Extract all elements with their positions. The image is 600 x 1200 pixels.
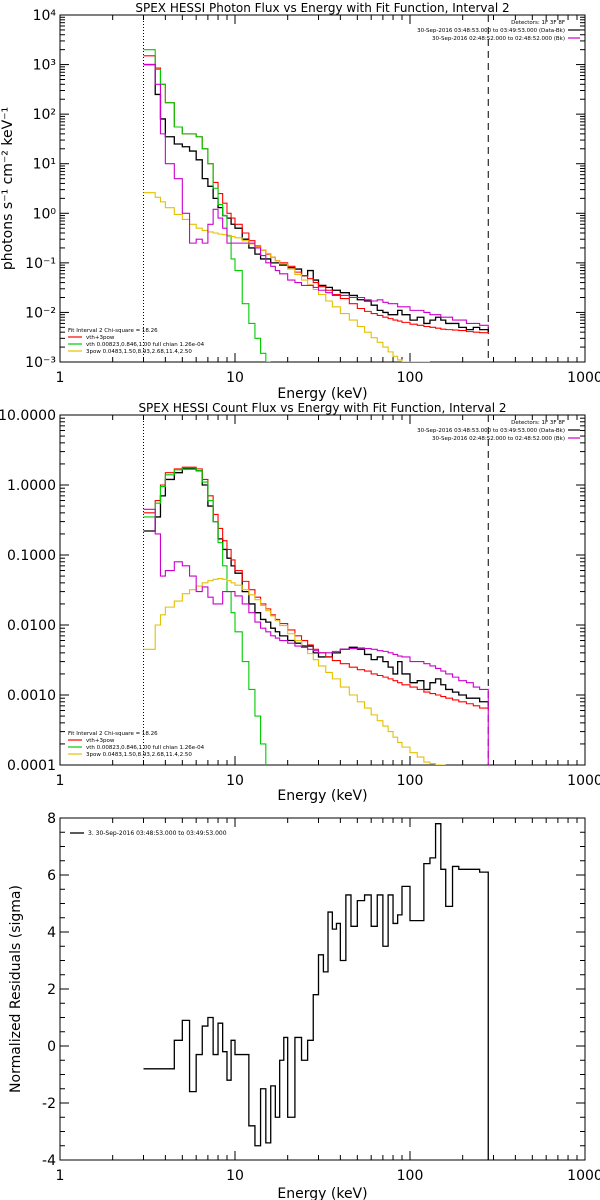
- x-tick-label: 1000: [567, 1168, 600, 1184]
- x-axis-label: Energy (keV): [277, 386, 367, 402]
- fit-legend-text: Fit Interval 2 Chi-square = 18.26: [68, 328, 158, 334]
- fit-legend-text: vth 0.00823,0.846,1.00 full chian 1.26e-…: [86, 342, 205, 348]
- info-text-line: Detectors: 1F 3F 8F: [511, 20, 565, 26]
- x-axis-label: Energy (keV): [277, 788, 367, 804]
- chart-title: SPEX HESSI Count Flux vs Energy with Fit…: [138, 401, 506, 415]
- y-tick-label: 10⁴: [33, 8, 57, 24]
- info-text-line: 30-Sep-2016 02:48:52.000 to 02:48:52.000…: [432, 36, 565, 42]
- series-line-3: [143, 467, 267, 765]
- legend-text: 3. 30-Sep-2016 03:48:53.000 to 03:49:53.…: [88, 830, 227, 837]
- chart-panel-1: 1 10 100 1000 10⁻³ 10⁻² 10⁻¹ 10⁰ 10¹ 10² 10³ 10⁴ SPE…: [0, 1, 600, 402]
- fit-legend-text: vth+3pow: [86, 738, 115, 744]
- y-tick-label: 6: [47, 868, 56, 884]
- fit-legend-text: vth 0.00823,0.846,1.00 full chian 1.26e-…: [86, 745, 205, 751]
- y-tick-label: 10.0000: [0, 408, 56, 424]
- y-tick-label: 10⁻²: [25, 305, 56, 321]
- y-tick-label: 10²: [33, 107, 56, 123]
- x-tick-label: 10: [226, 773, 244, 789]
- fit-legend-text: Fit Interval 2 Chi-square = 18.26: [68, 731, 158, 737]
- x-axis-label: Energy (keV): [277, 1186, 367, 1200]
- y-tick-label: 10¹: [33, 157, 56, 173]
- series-line-2: [143, 466, 489, 711]
- x-tick-label: 10: [226, 1168, 244, 1184]
- y-tick-label: 10⁻¹: [25, 256, 56, 272]
- x-tick-label: 1000: [567, 370, 600, 386]
- series-line-5: [143, 64, 489, 328]
- info-text-line: 30-Sep-2016 03:48:53.000 to 03:49:53.000…: [417, 428, 565, 434]
- y-tick-label: 0.0001: [7, 758, 56, 774]
- x-tick-label: 100: [397, 773, 424, 789]
- y-tick-label: 8: [47, 811, 56, 827]
- chart-title: SPEX HESSI Photon Flux vs Energy with Fi…: [135, 1, 509, 15]
- fit-legend-text: 3pow 0.0483,1.50,8.93,2.68,11.4,2.50: [86, 752, 192, 758]
- x-tick-label: 10: [226, 370, 244, 386]
- y-tick-label: 10⁰: [33, 206, 57, 222]
- fit-legend-text: vth+3pow: [86, 335, 115, 341]
- x-tick-label: 1: [56, 773, 65, 789]
- series-line-1: [143, 823, 489, 1160]
- chart-panel-3: 1 10 100 1000 -4 -2 0 2 4 6 8 Energy (keV) Normalize…: [8, 811, 600, 1200]
- y-tick-label: 1.0000: [7, 478, 56, 494]
- y-axis-label: photons s⁻¹ cm⁻² keV⁻¹: [0, 107, 16, 270]
- info-text-line: 30-Sep-2016 02:48:52.000 to 02:48:52.000…: [432, 436, 565, 442]
- x-tick-label: 1: [56, 370, 65, 386]
- chart-panel-2: 1 10 100 1000 0.0001 0.0010 0.0100 0.1000 1.0000…: [0, 401, 600, 804]
- series-line-5: [143, 508, 489, 765]
- plot-frame: [59, 817, 586, 1161]
- x-tick-label: 100: [397, 370, 424, 386]
- y-tick-label: 4: [47, 925, 56, 941]
- series-group: [143, 466, 489, 765]
- series-line-2: [143, 55, 489, 334]
- series-group: [143, 49, 489, 362]
- y-axis-label: Normalized Residuals (sigma): [8, 885, 24, 1093]
- plot-frame: [59, 14, 586, 363]
- x-tick-label: 1: [56, 1168, 65, 1184]
- series-line-4: [143, 192, 430, 362]
- y-tick-label: 0.0010: [7, 688, 56, 704]
- y-tick-label: 0.1000: [7, 548, 56, 564]
- y-tick-label: 2: [47, 982, 56, 998]
- y-tick-label: 10⁻³: [25, 355, 56, 371]
- y-tick-label: -4: [42, 1153, 56, 1169]
- y-tick-label: 0: [47, 1039, 56, 1055]
- series-group: [143, 823, 489, 1160]
- series-line-3: [143, 49, 271, 362]
- series-line-1: [143, 63, 489, 333]
- y-tick-label: -2: [42, 1096, 56, 1112]
- x-tick-label: 100: [397, 1168, 424, 1184]
- series-line-4: [143, 578, 446, 765]
- y-tick-label: 0.0100: [7, 618, 56, 634]
- y-tick-label: 10³: [33, 58, 56, 74]
- fit-legend-text: 3pow 0.0483,1.50,8.93,2.68,11.4,2.50: [86, 349, 192, 355]
- info-text-line: 30-Sep-2016 03:48:53.000 to 03:49:53.000…: [417, 28, 565, 34]
- info-text-line: Detectors: 1F 3F 8F: [511, 420, 565, 426]
- plot-frame: [59, 414, 586, 766]
- series-line-1: [143, 468, 489, 706]
- x-tick-label: 1000: [567, 773, 600, 789]
